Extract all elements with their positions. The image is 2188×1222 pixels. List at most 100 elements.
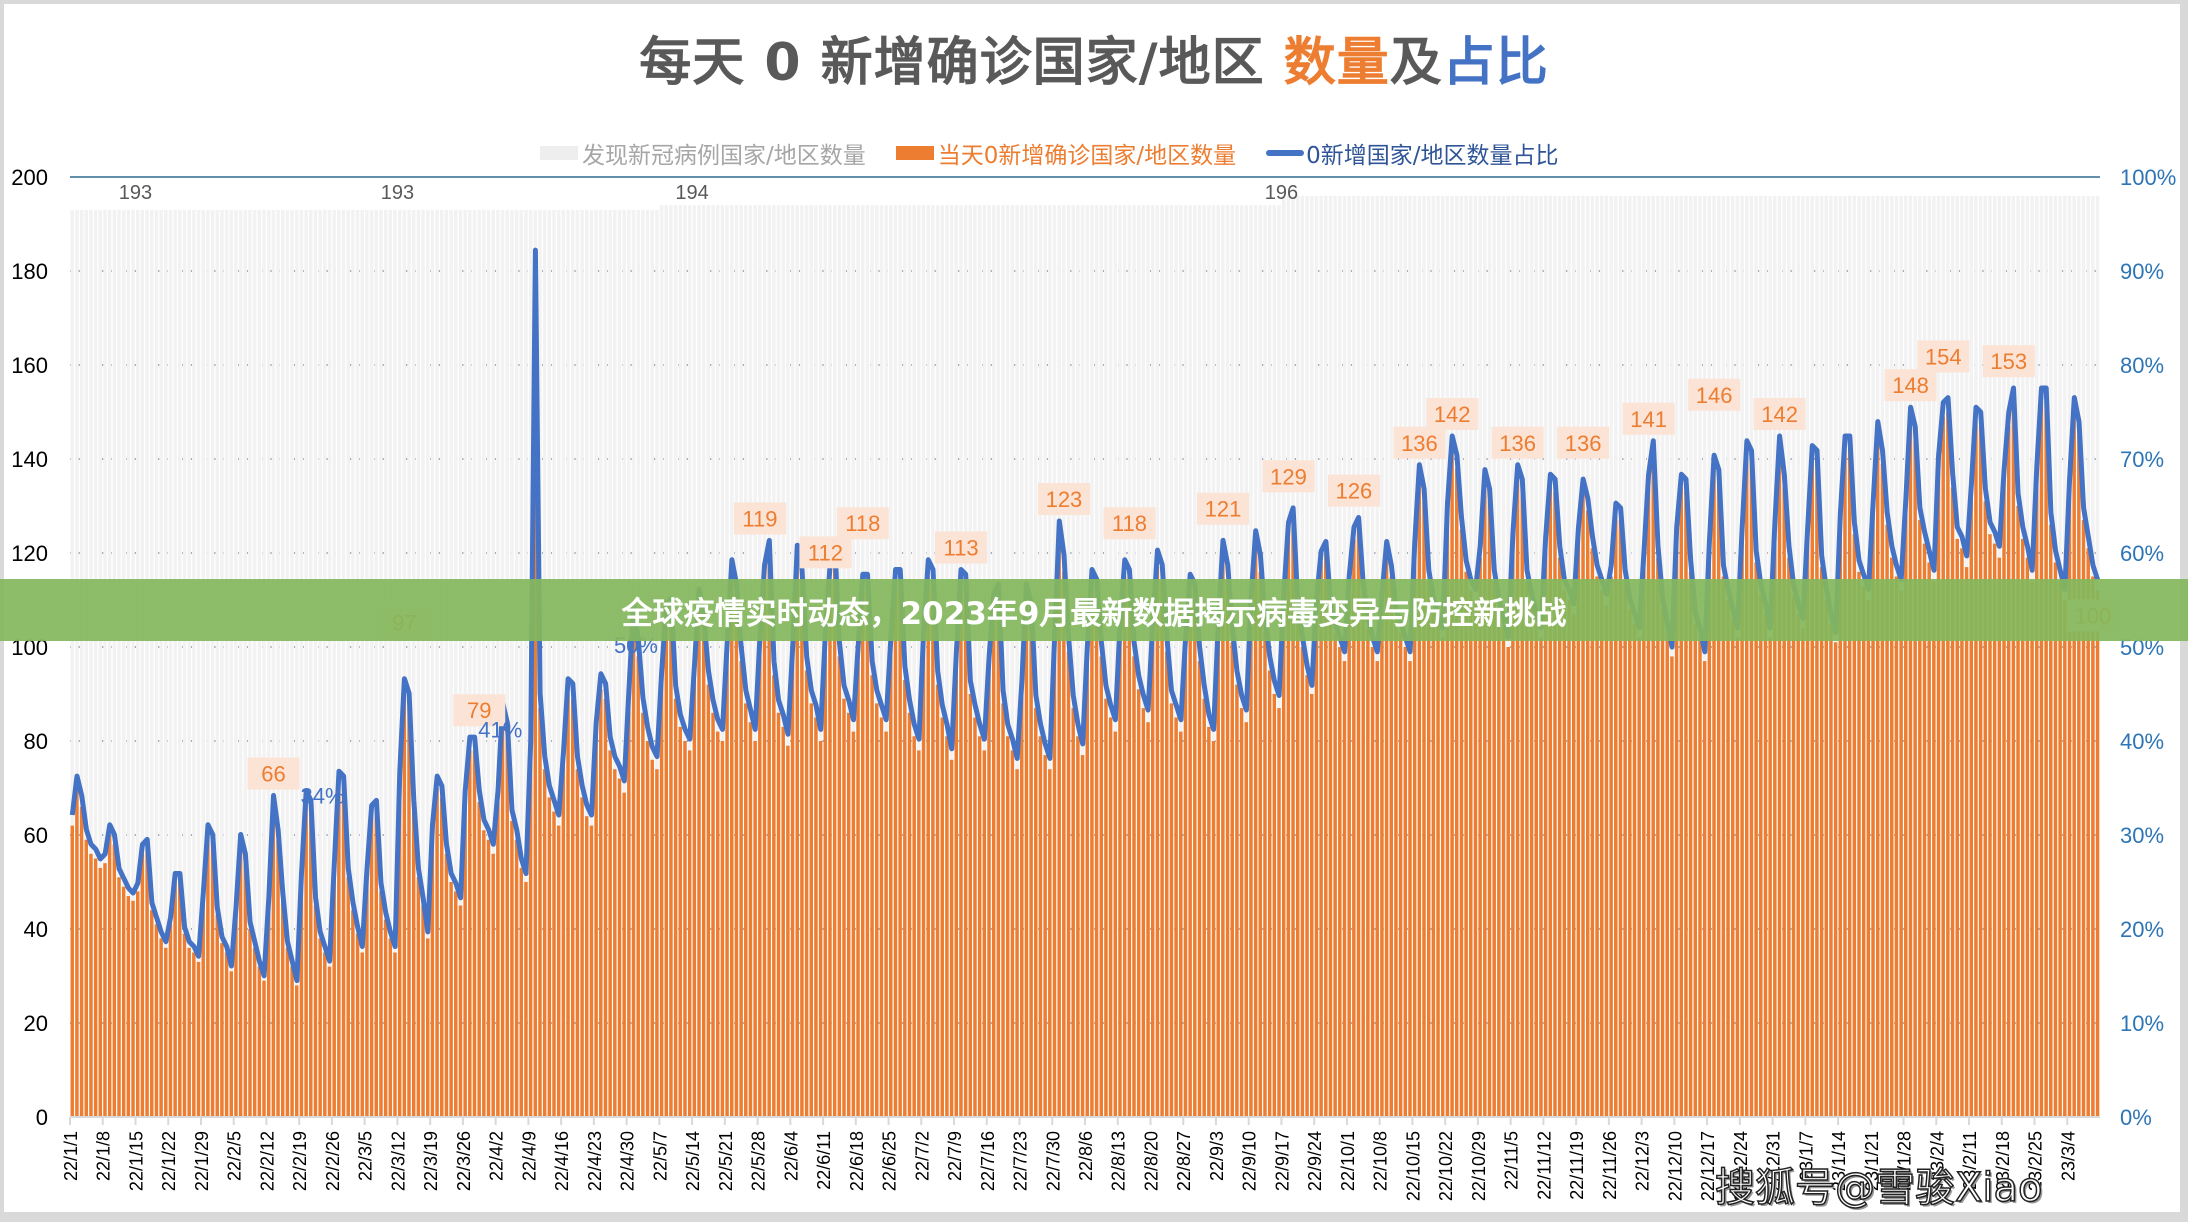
bar-zero-new [1136, 689, 1141, 1117]
bar-zero-new [1057, 538, 1061, 1117]
bar-total [542, 209, 547, 1117]
data-label: 148 [1892, 373, 1929, 398]
bar-zero-new [631, 623, 636, 1117]
bar-zero-new [711, 712, 715, 1117]
bar-total [491, 209, 495, 1117]
bar-total [421, 209, 425, 1117]
bar-zero-new [1702, 661, 1707, 1117]
bar-zero-new [425, 938, 430, 1117]
chart-legend: 发现新冠病例国家/地区数量 当天0新增确诊国家/地区数量 0新增国家/地区数量占… [530, 136, 1599, 170]
bar-zero-new [1155, 567, 1160, 1117]
bar-total [556, 209, 561, 1117]
title-main: 每天 0 新增确诊国家/地区 [639, 33, 1284, 93]
bar-total [145, 209, 149, 1117]
bar-zero-new [875, 703, 879, 1117]
bar-total [201, 209, 205, 1117]
bar-zero-new [1684, 491, 1688, 1117]
bar-total [594, 209, 598, 1117]
bar-total [454, 209, 458, 1117]
bar-zero-new [575, 769, 580, 1117]
bar-total [140, 209, 145, 1117]
bar-total [748, 205, 753, 1117]
x-tick-label: 22/9/3 [1207, 1131, 1227, 1181]
bar-total [295, 209, 299, 1117]
data-label: 118 [1112, 511, 1147, 536]
bar-zero-new [842, 698, 846, 1117]
bar-total [622, 209, 626, 1117]
bar-zero-new [196, 961, 201, 1117]
title-and: 及 [1389, 33, 1443, 93]
bar-zero-new [963, 590, 968, 1117]
bar-zero-new [1338, 647, 1342, 1117]
bar-zero-new [599, 689, 603, 1117]
bar-total [121, 209, 126, 1117]
x-tick-label: 22/7/16 [978, 1131, 998, 1191]
bar-zero-new [556, 825, 561, 1117]
bar-zero-new [1824, 600, 1829, 1117]
bar-zero-new [1964, 567, 1969, 1117]
bar-zero-new [1165, 651, 1169, 1117]
bar-total [379, 209, 383, 1117]
bar-zero-new [1076, 736, 1080, 1117]
y2-tick-label: 40% [2120, 729, 2164, 754]
x-tick-label: 22/3/26 [454, 1131, 474, 1191]
bar-zero-new [1310, 694, 1314, 1117]
bar-zero-new [828, 581, 832, 1117]
bar-zero-new [1366, 628, 1370, 1117]
bar-total [238, 209, 243, 1117]
bar-zero-new [1908, 421, 1913, 1117]
bar-zero-new [1347, 585, 1351, 1117]
bar-zero-new [1436, 623, 1440, 1117]
bar-zero-new [594, 736, 598, 1117]
bar-total [585, 209, 589, 1117]
bar-zero-new [1777, 449, 1782, 1118]
bar-zero-new [776, 712, 781, 1117]
bar-zero-new [206, 835, 210, 1117]
bar-total [875, 205, 879, 1117]
bar-total [613, 209, 617, 1117]
bar-zero-new [1211, 741, 1216, 1117]
bar-zero-new [800, 585, 804, 1117]
bar-zero-new [1595, 576, 1599, 1117]
bar-total [570, 209, 575, 1117]
bar-zero-new [309, 811, 313, 1117]
bar-zero-new [701, 632, 706, 1117]
bar-zero-new [1904, 510, 1908, 1117]
bar-zero-new [229, 971, 234, 1117]
x-tick-label: 22/12/24 [1731, 1131, 1751, 1201]
bar-zero-new [917, 750, 921, 1117]
bar-zero-new [903, 679, 907, 1117]
y2-tick-label: 90% [2120, 259, 2164, 284]
bar-zero-new [781, 726, 785, 1117]
bar-total [435, 209, 439, 1117]
bar-zero-new [2063, 600, 2067, 1117]
y-tick-label: 120 [11, 541, 48, 566]
bar-total [482, 209, 486, 1117]
bar-zero-new [659, 684, 664, 1117]
bar-zero-new [510, 820, 514, 1117]
bar-zero-new [1118, 637, 1122, 1117]
bar-zero-new [996, 600, 1001, 1117]
bar-zero-new [1071, 708, 1075, 1117]
bar-zero-new [299, 882, 304, 1117]
x-tick-label: 22/7/30 [1043, 1131, 1063, 1191]
bar-total [93, 209, 98, 1117]
y-tick-label: 180 [11, 259, 48, 284]
bar-zero-new [1090, 585, 1094, 1117]
data-label-bg [247, 757, 300, 790]
bar-total [430, 209, 435, 1117]
bar-zero-new [1113, 731, 1118, 1117]
bar-zero-new [1450, 449, 1454, 1118]
bar-zero-new [1417, 477, 1422, 1117]
bar-zero-new [2053, 562, 2058, 1117]
bar-total [449, 209, 453, 1117]
bar-zero-new [851, 731, 856, 1117]
bar-zero-new [1478, 557, 1482, 1117]
bar-zero-new [641, 712, 645, 1117]
bar-zero-new [1992, 543, 1997, 1117]
bar-total [1010, 205, 1015, 1117]
watermark: 搜狐号@雪骏Xiao [1714, 1164, 2043, 1212]
bar-total [1146, 205, 1150, 1117]
x-tick-label: 23/1/21 [1862, 1131, 1882, 1191]
